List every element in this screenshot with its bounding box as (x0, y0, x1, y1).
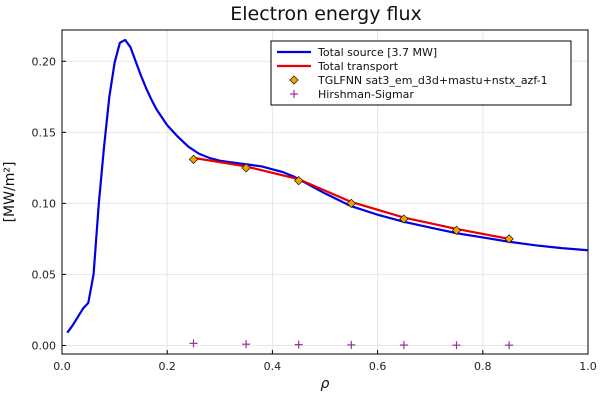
legend-item-3-swatch (289, 75, 299, 85)
series-3-point (241, 163, 251, 173)
y-tick-label: 0.00 (32, 339, 57, 352)
x-axis-label: ρ (321, 376, 330, 392)
series-3-point (294, 176, 304, 186)
x-tick-label: 0.0 (53, 360, 71, 373)
chart-marks (66, 38, 589, 350)
y-tick-label: 0.05 (32, 268, 57, 281)
x-tick-label: 0.6 (369, 360, 387, 373)
x-tick-label: 1.0 (579, 360, 597, 373)
series-3-point (188, 154, 199, 164)
x-tick-label: 0.4 (264, 360, 282, 373)
series-4-point (242, 340, 251, 349)
series-4-point (294, 340, 303, 349)
legend-box (270, 40, 572, 106)
chart-title: Electron energy flux (230, 3, 421, 25)
y-tick-label: 0.10 (32, 197, 57, 210)
series-4-point (505, 341, 514, 350)
series-2-line (193, 156, 510, 240)
plot-frame (61, 29, 589, 355)
y-tick-label: 0.20 (32, 55, 57, 68)
legend-item-4-swatch (290, 90, 298, 98)
legend-item-3-label: TGLFNN sat3_em_d3d+mastu+nstx_azf-1 (317, 74, 548, 87)
series-4-point (452, 341, 461, 350)
series-4-point (347, 340, 356, 349)
series-3-point (346, 198, 356, 208)
series-4-point (189, 339, 198, 348)
y-axis-label: [MW/m²] (2, 162, 18, 223)
x-tick-label: 0.2 (158, 360, 176, 373)
x-tick-label: 0.8 (474, 360, 492, 373)
legend-item-4-label: Hirshman-Sigmar (318, 88, 414, 101)
series-3-point (451, 225, 462, 235)
legend: Total source [3.7 MW]Total transportTGLF… (270, 40, 572, 106)
legend-item-1-label: Total source [3.7 MW] (317, 46, 437, 59)
tick-labels: 0.0 0.2 0.4 0.6 0.8 1.0 0.00 0.05 0.10 0.15 0.20 (32, 55, 597, 373)
series-3-point (504, 234, 514, 244)
legend-item-2-label: Total transport (317, 60, 399, 73)
y-tick-label: 0.15 (32, 126, 57, 139)
series-4-point (399, 341, 408, 350)
series-3-point (399, 214, 409, 224)
